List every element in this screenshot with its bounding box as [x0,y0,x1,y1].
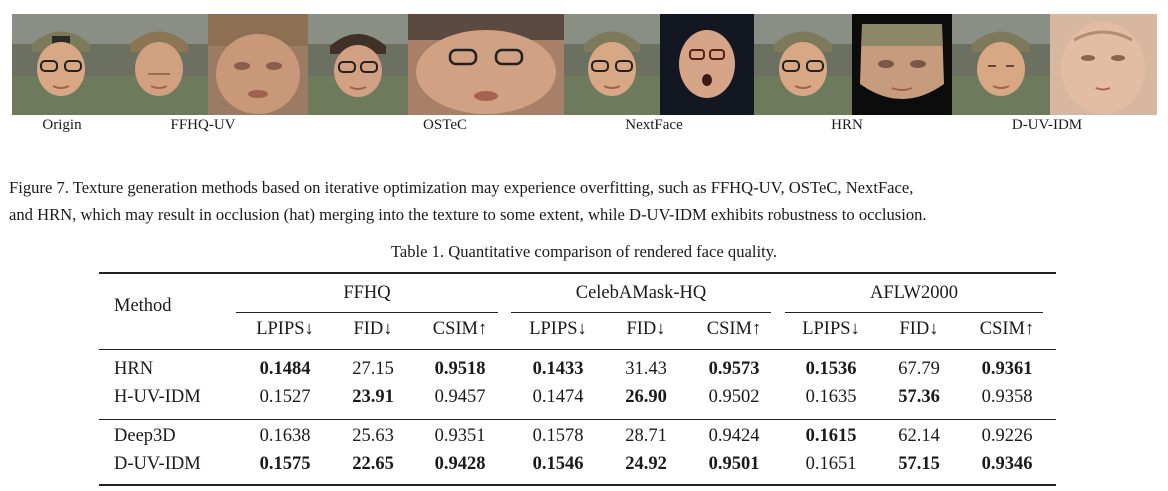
table-cell: 62.14 [898,426,940,446]
figure-image-strip [12,14,1157,115]
table-cell: 67.79 [898,359,940,379]
figure-caption-line2: and HRN, which may result in occlusion (… [9,205,927,224]
table-top-rule [99,272,1056,274]
nextface-photo [564,14,660,115]
row-method: Deep3D [114,426,176,446]
ffhq-group-rule [236,312,498,313]
table-cell: 0.1474 [532,387,584,407]
table-cell: 57.15 [898,454,940,474]
table-cell: 0.9358 [981,387,1033,407]
ostec-texture [408,14,564,115]
metric-header: FID↓ [626,319,666,339]
metric-header: CSIM↑ [979,319,1035,339]
table-cell: 0.1536 [805,359,857,379]
metric-header: LPIPS↓ [529,319,587,339]
figure-label-hrn: HRN [831,117,863,133]
figure-caption: Figure 7. Texture generation methods bas… [9,174,1161,228]
table-cell: 0.9226 [981,426,1033,446]
table-bottom-rule [99,484,1056,486]
table-cell: 27.15 [352,359,394,379]
table-cell: 0.1433 [532,359,584,379]
table-caption: Table 1. Quantitative comparison of rend… [390,242,778,261]
table-cell: 23.91 [352,387,394,407]
ostec-photo [308,14,408,115]
table-cell: 0.9502 [708,387,760,407]
table-cell: 31.43 [625,359,667,379]
header-rule [99,349,1056,350]
nextface-texture [660,14,754,115]
table-cell: 28.71 [625,426,667,446]
metric-header: FID↓ [899,319,939,339]
figure-caption-line1: Figure 7. Texture generation methods bas… [9,178,914,197]
table-cell: 22.65 [352,454,394,474]
table-cell: 57.36 [898,387,940,407]
metric-header: CSIM↑ [432,319,488,339]
table-cell: 0.9501 [708,454,760,474]
metric-header: FID↓ [353,319,393,339]
metric-header: CSIM↑ [706,319,762,339]
d-uv-idm-texture [1050,14,1157,115]
dataset-header-ffhq: FFHQ [343,283,391,303]
metric-header: LPIPS↓ [802,319,860,339]
table-cell: 0.9361 [981,359,1033,379]
table-cell: 0.1484 [259,359,311,379]
table-cell: 0.1575 [259,454,311,474]
table-cell: 0.9424 [708,426,760,446]
hrn-photo [754,14,852,115]
table-cell: 0.9573 [708,359,760,379]
table-cell: 0.1578 [532,426,584,446]
table-cell: 0.9351 [434,426,486,446]
row-method: HRN [114,359,154,379]
aflw-group-rule [785,312,1043,313]
figure-label-origin: Origin [42,117,82,133]
ffhq-uv-texture [208,14,308,115]
table-cell: 0.9518 [434,359,486,379]
table-cell: 0.1527 [259,387,311,407]
d-uv-idm-photo [952,14,1050,115]
metric-header: LPIPS↓ [256,319,314,339]
row-method: D-UV-IDM [114,454,201,474]
table-cell: 24.92 [625,454,667,474]
figure-label-d-uv-idm: D-UV-IDM [1011,117,1083,133]
origin-photo [12,14,110,115]
table-cell: 0.9346 [981,454,1033,474]
figure-label-nextface: NextFace [625,117,683,133]
table-cell: 0.1546 [532,454,584,474]
table-cell: 26.90 [625,387,667,407]
figure-label-ostec: OSTeC [423,117,467,133]
table-cell: 0.1638 [259,426,311,446]
row-method: H-UV-IDM [114,387,201,407]
hrn-texture [852,14,952,115]
method-header: Method [114,296,172,316]
table-cell: 25.63 [352,426,394,446]
celeba-group-rule [511,312,771,313]
table-cell: 0.9457 [434,387,486,407]
table-cell: 0.1615 [805,426,857,446]
ffhq-uv-photo [110,14,208,115]
dataset-header-celeba: CelebAMask-HQ [575,283,707,303]
table-cell: 0.9428 [434,454,486,474]
figure-label-ffhq-uv: FFHQ-UV [170,117,236,133]
group-divider-rule [99,419,1056,420]
dataset-header-aflw2000: AFLW2000 [869,283,959,303]
table-cell: 0.1635 [805,387,857,407]
table-cell: 0.1651 [805,454,857,474]
